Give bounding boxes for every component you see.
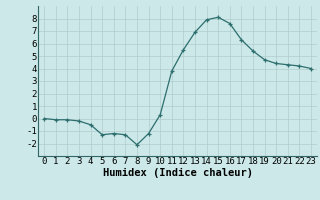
X-axis label: Humidex (Indice chaleur): Humidex (Indice chaleur)	[103, 168, 252, 178]
